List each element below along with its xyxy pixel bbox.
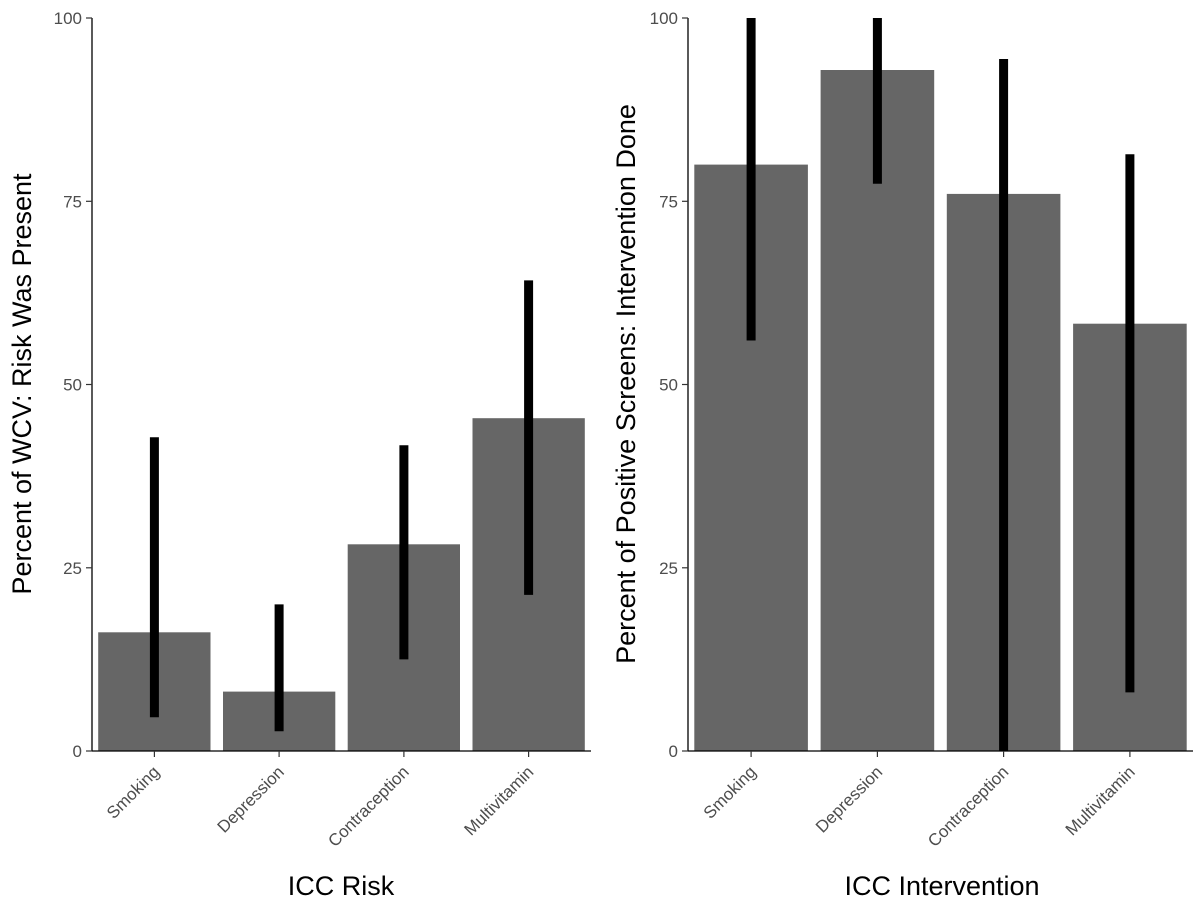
right-y-ticks: 0 25 50 75 100: [650, 9, 688, 761]
left-y-tick-label: 75: [63, 192, 82, 211]
left-y-ticks: 0 25 50 75 100: [54, 9, 92, 761]
right-y-tick-label: 50: [659, 376, 678, 395]
right-y-tick-label: 0: [669, 742, 678, 761]
left-x-axis-title: ICC Risk: [288, 871, 395, 901]
left-y-tick-label: 25: [63, 559, 82, 578]
right-x-tick-label: Multivitamin: [1062, 762, 1139, 839]
left-x-ticks: Smoking Depression Contraception Multivitam…: [103, 751, 537, 851]
left-y-tick-label: 100: [54, 9, 82, 28]
right-x-axis-title: ICC Intervention: [844, 871, 1039, 901]
right-y-axis-title: Percent of Positive Screens: Interventio…: [611, 104, 641, 664]
right-y-tick-label: 75: [659, 192, 678, 211]
right-bars: [694, 70, 1187, 752]
left-x-tick-label: Multivitamin: [461, 762, 538, 839]
right-x-tick-label: Depression: [812, 762, 886, 836]
right-x-ticks: Smoking Depression Contraception Multivitam…: [700, 751, 1139, 851]
right-x-tick-label: Smoking: [700, 762, 760, 822]
right-y-tick-label: 100: [650, 9, 678, 28]
left-panel-risk: 0 25 50 75 100 Smoking Depression Contraceptio…: [7, 9, 591, 901]
left-bars: [98, 418, 585, 751]
left-x-tick-label: Contraception: [324, 762, 412, 850]
right-x-tick-label: Contraception: [924, 762, 1012, 850]
right-y-tick-label: 25: [659, 559, 678, 578]
left-y-tick-label: 0: [73, 742, 82, 761]
left-y-tick-label: 50: [63, 376, 82, 395]
right-panel-intervention: 0 25 50 75 100 Smoking Depression Contraceptio…: [611, 9, 1193, 901]
left-y-axis-title: Percent of WCV: Risk Was Present: [7, 173, 37, 595]
left-x-tick-label: Smoking: [103, 762, 163, 822]
left-error-bars: [149, 280, 534, 732]
right-error-bars: [746, 18, 1135, 751]
left-x-tick-label: Depression: [214, 762, 288, 836]
